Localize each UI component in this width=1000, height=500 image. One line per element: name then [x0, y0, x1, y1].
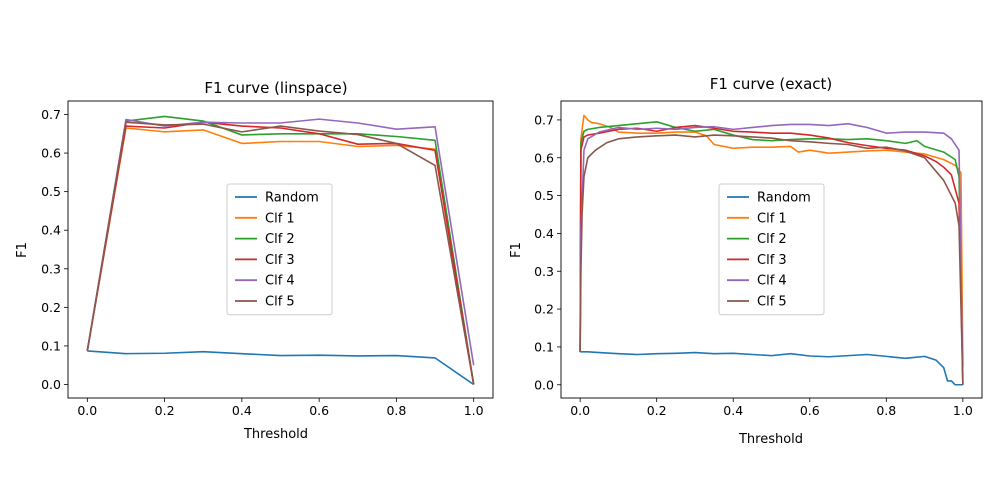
legend-label-clf-3: Clf 3	[265, 253, 295, 268]
y-tick-label: 0.0	[534, 377, 554, 392]
plot-area: 0.0 0.2 0.4 0.6 0.8 1.0 0.0 0.1 0.2 0.3 0.4 0.5 0.6 0…	[534, 100, 983, 418]
series-line-clf-4	[579, 122, 964, 385]
y-axis-label: F1	[509, 242, 524, 258]
legend-label-clf-1: Clf 1	[265, 211, 295, 226]
series-line-clf-1	[86, 127, 475, 385]
x-tick-label: 0.8	[876, 403, 896, 418]
series-line-clf-5	[579, 134, 964, 385]
legend-label-clf-5: Clf 5	[757, 295, 787, 310]
y-tick-label: 0.6	[534, 150, 554, 165]
f1-linspace-chart: F1 curve (linspace) Threshold F1 0.0 0.2 0…	[15, 79, 494, 442]
legend-label-clf-2: Clf 2	[757, 232, 787, 247]
x-tick-label: 0.6	[800, 403, 820, 418]
y-axis-label: F1	[15, 242, 30, 258]
y-tick-label: 0.7	[41, 107, 61, 122]
x-tick-label: 1.0	[464, 403, 484, 418]
legend-box	[226, 183, 333, 316]
x-tick-label: 0.2	[155, 403, 175, 418]
legend-label-clf-4: Clf 4	[757, 274, 787, 289]
x-tick-label: 0.6	[309, 403, 329, 418]
series-line-random	[580, 351, 963, 386]
plot-area: 0.0 0.2 0.4 0.6 0.8 1.0 0.0 0.1 0.2 0.3 0.4 0.5 0.6 0…	[41, 100, 494, 418]
legend-label-clf-2: Clf 2	[265, 232, 295, 247]
x-tick-label: 0.0	[570, 403, 590, 418]
y-tick-label: 0.6	[41, 146, 61, 161]
axes-frame	[67, 100, 494, 399]
legend-label-clf-1: Clf 1	[757, 211, 787, 226]
legend-label-random: Random	[757, 191, 811, 206]
y-tick-label: 0.7	[534, 112, 554, 127]
chart-title: F1 curve (linspace)	[204, 79, 347, 97]
y-tick-label: 0.2	[534, 302, 554, 317]
y-tick-label: 0.4	[534, 226, 554, 241]
axes-frame	[560, 100, 983, 399]
legend: Random Clf 1 Clf 2 Clf 3 Clf 4 Clf 5	[226, 183, 333, 316]
y-tick-label: 0.3	[41, 261, 61, 276]
legend: Random Clf 1 Clf 2 Clf 3 Clf 4 Clf 5	[718, 183, 825, 316]
legend-label-clf-4: Clf 4	[265, 274, 295, 289]
y-tick-label: 0.4	[41, 223, 61, 238]
legend-box	[718, 183, 825, 316]
x-axis-label: Threshold	[243, 427, 308, 442]
series-line-clf-2	[86, 115, 475, 385]
y-tick-label: 0.3	[534, 264, 554, 279]
series-line-clf-3	[86, 121, 475, 385]
y-tick-label: 0.1	[41, 338, 61, 353]
y-tick-label: 0.5	[534, 188, 554, 203]
legend-label-clf-3: Clf 3	[757, 253, 787, 268]
f1-exact-chart: F1 curve (exact) Threshold F1 0.0 0.2 0.4 0…	[509, 75, 983, 447]
legend-label-clf-5: Clf 5	[265, 295, 295, 310]
series-line-random	[87, 350, 475, 386]
legend-label-random: Random	[265, 191, 319, 206]
x-tick-label: 1.0	[953, 403, 973, 418]
x-tick-label: 0.4	[232, 403, 252, 418]
x-tick-label: 0.0	[77, 403, 97, 418]
y-tick-label: 0.5	[41, 184, 61, 199]
series-line-clf-3	[579, 124, 964, 378]
series-line-clf-5	[86, 121, 475, 385]
x-tick-label: 0.8	[386, 403, 406, 418]
x-axis-label: Threshold	[738, 432, 803, 447]
chart-title: F1 curve (exact)	[710, 75, 833, 93]
x-tick-label: 0.2	[647, 403, 667, 418]
y-tick-label: 0.2	[41, 300, 61, 315]
series-line-clf-2	[579, 121, 964, 385]
y-tick-label: 0.0	[41, 377, 61, 392]
x-tick-label: 0.4	[723, 403, 743, 418]
y-tick-label: 0.1	[534, 339, 554, 354]
